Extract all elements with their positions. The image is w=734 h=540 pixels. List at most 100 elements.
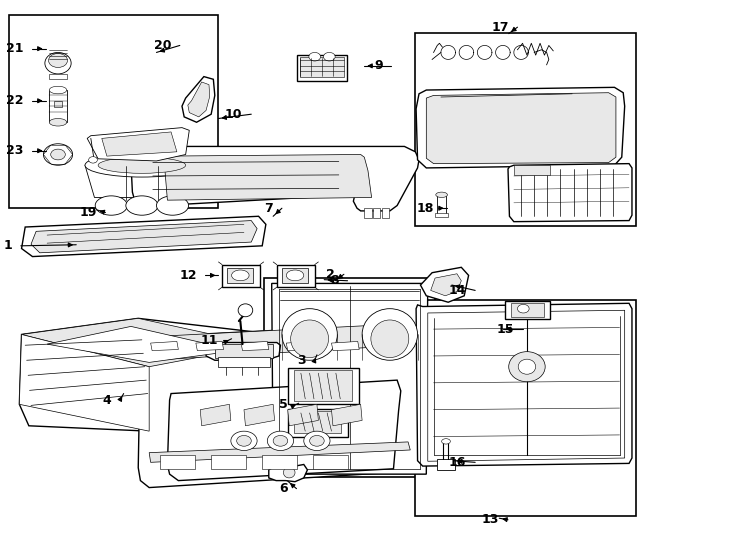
- Bar: [228, 268, 253, 284]
- Ellipse shape: [309, 52, 321, 61]
- Text: 18: 18: [416, 202, 434, 215]
- Bar: [373, 208, 380, 218]
- Polygon shape: [87, 127, 189, 161]
- Text: 13: 13: [482, 514, 499, 526]
- Bar: [364, 208, 371, 218]
- Text: 21: 21: [6, 42, 23, 55]
- Bar: [211, 455, 246, 469]
- Ellipse shape: [273, 435, 288, 446]
- Bar: [282, 268, 308, 284]
- Bar: [277, 265, 315, 287]
- Bar: [222, 265, 260, 287]
- Ellipse shape: [236, 435, 251, 446]
- Polygon shape: [188, 82, 210, 117]
- Bar: [215, 344, 273, 357]
- Text: 12: 12: [179, 269, 197, 282]
- Polygon shape: [272, 284, 428, 474]
- Bar: [382, 208, 389, 218]
- Ellipse shape: [156, 196, 189, 215]
- Ellipse shape: [362, 309, 418, 360]
- Ellipse shape: [371, 320, 409, 357]
- Ellipse shape: [267, 431, 294, 450]
- Text: 4: 4: [103, 394, 112, 407]
- Polygon shape: [286, 341, 314, 350]
- Bar: [288, 368, 359, 404]
- Bar: [313, 455, 348, 469]
- Bar: [437, 459, 456, 470]
- Polygon shape: [431, 274, 461, 296]
- Text: 9: 9: [374, 59, 382, 72]
- Polygon shape: [426, 93, 616, 164]
- Text: 23: 23: [7, 144, 23, 157]
- Polygon shape: [332, 341, 359, 350]
- Ellipse shape: [98, 157, 186, 173]
- Bar: [435, 213, 448, 217]
- Bar: [264, 278, 435, 477]
- Text: 10: 10: [225, 107, 242, 121]
- Ellipse shape: [509, 352, 545, 382]
- Polygon shape: [244, 404, 275, 426]
- Ellipse shape: [126, 196, 158, 215]
- Polygon shape: [241, 341, 269, 350]
- Bar: [219, 357, 269, 367]
- Text: 22: 22: [6, 94, 23, 107]
- Bar: [288, 409, 347, 436]
- Text: 14: 14: [449, 284, 466, 297]
- Text: 6: 6: [279, 482, 288, 495]
- Bar: [294, 370, 352, 401]
- Polygon shape: [138, 323, 419, 488]
- Polygon shape: [428, 310, 625, 461]
- Ellipse shape: [310, 435, 324, 446]
- Polygon shape: [85, 165, 199, 198]
- Text: 2: 2: [327, 268, 335, 281]
- Bar: [49, 90, 67, 122]
- Ellipse shape: [45, 52, 71, 74]
- Text: 3: 3: [297, 354, 306, 367]
- Polygon shape: [102, 132, 177, 156]
- Polygon shape: [269, 464, 308, 482]
- Ellipse shape: [49, 86, 67, 94]
- Polygon shape: [149, 442, 410, 462]
- Ellipse shape: [232, 270, 249, 281]
- Polygon shape: [288, 404, 319, 426]
- Polygon shape: [416, 303, 632, 466]
- Polygon shape: [131, 146, 419, 211]
- Ellipse shape: [291, 320, 329, 357]
- Text: 20: 20: [153, 39, 171, 52]
- Polygon shape: [21, 319, 262, 367]
- Bar: [505, 301, 550, 320]
- Ellipse shape: [89, 157, 98, 163]
- Polygon shape: [142, 323, 408, 360]
- Polygon shape: [31, 220, 257, 253]
- Polygon shape: [421, 267, 468, 302]
- Bar: [415, 32, 636, 226]
- Ellipse shape: [518, 359, 536, 374]
- Polygon shape: [19, 319, 267, 431]
- Bar: [511, 303, 544, 317]
- Ellipse shape: [95, 196, 127, 215]
- Bar: [54, 101, 62, 107]
- Ellipse shape: [304, 431, 330, 450]
- Polygon shape: [332, 404, 362, 426]
- Ellipse shape: [48, 53, 68, 68]
- Polygon shape: [416, 87, 625, 168]
- Bar: [294, 411, 341, 433]
- Ellipse shape: [238, 304, 252, 317]
- Ellipse shape: [43, 144, 73, 165]
- Ellipse shape: [231, 431, 257, 450]
- Text: 7: 7: [264, 202, 273, 215]
- Ellipse shape: [85, 153, 199, 177]
- Polygon shape: [21, 217, 266, 256]
- Polygon shape: [508, 164, 632, 221]
- Bar: [415, 300, 636, 516]
- Bar: [437, 195, 446, 214]
- Polygon shape: [19, 334, 149, 431]
- Text: 19: 19: [79, 206, 97, 219]
- Bar: [49, 74, 67, 79]
- Ellipse shape: [442, 438, 451, 444]
- Ellipse shape: [286, 270, 304, 281]
- Polygon shape: [167, 380, 401, 481]
- Text: 17: 17: [491, 21, 509, 33]
- Polygon shape: [206, 342, 280, 360]
- Polygon shape: [47, 326, 236, 362]
